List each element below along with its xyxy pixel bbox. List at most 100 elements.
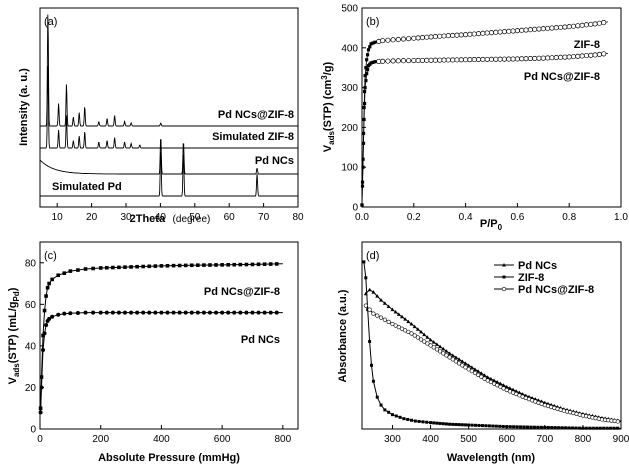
panel-b-x-tick-label: 0.8 [562, 212, 576, 223]
panel-d-point [557, 426, 561, 430]
panel-d-legend-label: Pd NCs@ZIF-8 [518, 284, 594, 296]
panel-d-point [394, 414, 398, 418]
panel-c-point [104, 265, 109, 270]
panel-b-point [501, 29, 508, 35]
panel-d-point [507, 386, 512, 390]
panel-b-point [562, 24, 568, 30]
panel-b-point [579, 53, 585, 59]
panel-d-point [453, 359, 459, 364]
panel-c-point [129, 310, 134, 315]
panel-d-point [403, 317, 408, 321]
panel-b-point [363, 86, 367, 90]
panel-a-x-tick-label: 80 [292, 212, 304, 223]
panel-c-point [165, 263, 170, 268]
panel-d-point [428, 343, 433, 348]
panel-b-point [368, 45, 372, 49]
panel-b-point [428, 34, 434, 40]
panel-c-point [153, 310, 158, 315]
panel-a-frame [39, 7, 299, 208]
panel-b-point [588, 21, 594, 27]
panel-d-point [398, 415, 402, 419]
panel-d-point [363, 303, 368, 308]
panel-c-point [68, 311, 73, 316]
panel-d-point [517, 390, 522, 395]
panel-d-point [441, 346, 446, 351]
panel-d-point [393, 323, 398, 328]
panel-d-point [371, 311, 376, 316]
panel-d-point [396, 325, 401, 330]
panel-c-point [47, 281, 51, 286]
panel-d-point [571, 426, 575, 430]
panel-b-point [364, 66, 368, 70]
panel-c-point [153, 264, 158, 268]
panel-b-point [371, 41, 375, 45]
panel-b-point [432, 34, 438, 40]
panel-c-point [42, 308, 47, 313]
panel-c-point [75, 310, 80, 315]
panel-a-x-tick-label: 70 [258, 212, 270, 223]
panel-a-x-tick-label: 10 [52, 212, 64, 223]
panel-a-x-label-wrap: 2Theta (degree) [130, 209, 211, 226]
panel-d-point [469, 369, 474, 374]
panel-b-point [566, 24, 572, 30]
panel-b-point [360, 184, 365, 188]
panel-b-point [395, 36, 401, 42]
panel-c-point [141, 264, 145, 269]
panel-b-point [458, 32, 464, 38]
panel-d-x-tick-label: 800 [575, 434, 592, 445]
panel-d-point [584, 426, 588, 430]
panel-d-point [505, 425, 509, 429]
panel-d-point [444, 349, 449, 353]
panel-d-point [480, 424, 484, 428]
panel-c-point [47, 316, 52, 321]
panel-c-point [41, 348, 46, 353]
panel-d-point [425, 341, 430, 346]
panel-b-point [395, 58, 401, 64]
panel-c-point [232, 262, 237, 267]
panel-b-point [361, 165, 365, 169]
panel-b-point [484, 30, 490, 36]
panel-d-point [504, 384, 509, 389]
panel-d-legend-label: ZIF-8 [518, 272, 544, 284]
panel-c-label-pdncs: Pd NCs [241, 334, 280, 346]
panel-c-point [165, 310, 170, 315]
panel-c-point [250, 262, 255, 267]
panel-d-point [515, 425, 519, 429]
panel-b-x-tick-label: 0.0 [355, 212, 369, 223]
panel-d-point [367, 307, 372, 312]
panel-c-point [91, 266, 95, 271]
panel-d-point [382, 317, 387, 322]
panel-d-point [383, 408, 387, 412]
panel-d-point [460, 359, 465, 363]
panel-d-point [403, 328, 408, 333]
panel-d-point [463, 361, 468, 365]
panel-b-point [562, 54, 568, 60]
panel-d-point [368, 339, 372, 343]
panel-d-point [492, 378, 497, 382]
panel-c-point [208, 263, 212, 267]
panel-d-point [470, 423, 474, 427]
panel-d-x-tick-label: 300 [384, 434, 401, 445]
panel-b-point [575, 53, 581, 59]
panel-b-point [570, 54, 577, 60]
panel-c-point [238, 310, 243, 315]
panel-a-label-simzif8: Simulated ZIF-8 [212, 131, 294, 143]
panel-d-point [406, 319, 411, 324]
panel-d-point [371, 379, 375, 383]
panel-d-point [479, 371, 484, 375]
panel-b-point [380, 58, 386, 64]
panel-b-x-tick-label: 0.4 [459, 212, 473, 223]
panel-d-x-tick-label: 500 [460, 434, 477, 445]
panel-b-point [532, 55, 538, 61]
panel-c-x-tick-label: 0 [37, 434, 43, 445]
panel-b-x-tick-label: 1.0 [614, 212, 628, 223]
panel-d-point [370, 363, 374, 367]
panel-b-point [553, 55, 559, 61]
panel-b-point [445, 33, 451, 39]
panel-c-point [220, 310, 225, 315]
panel-d-point [529, 425, 533, 429]
panel-b-point [362, 101, 367, 106]
panel-b-point [497, 56, 503, 62]
